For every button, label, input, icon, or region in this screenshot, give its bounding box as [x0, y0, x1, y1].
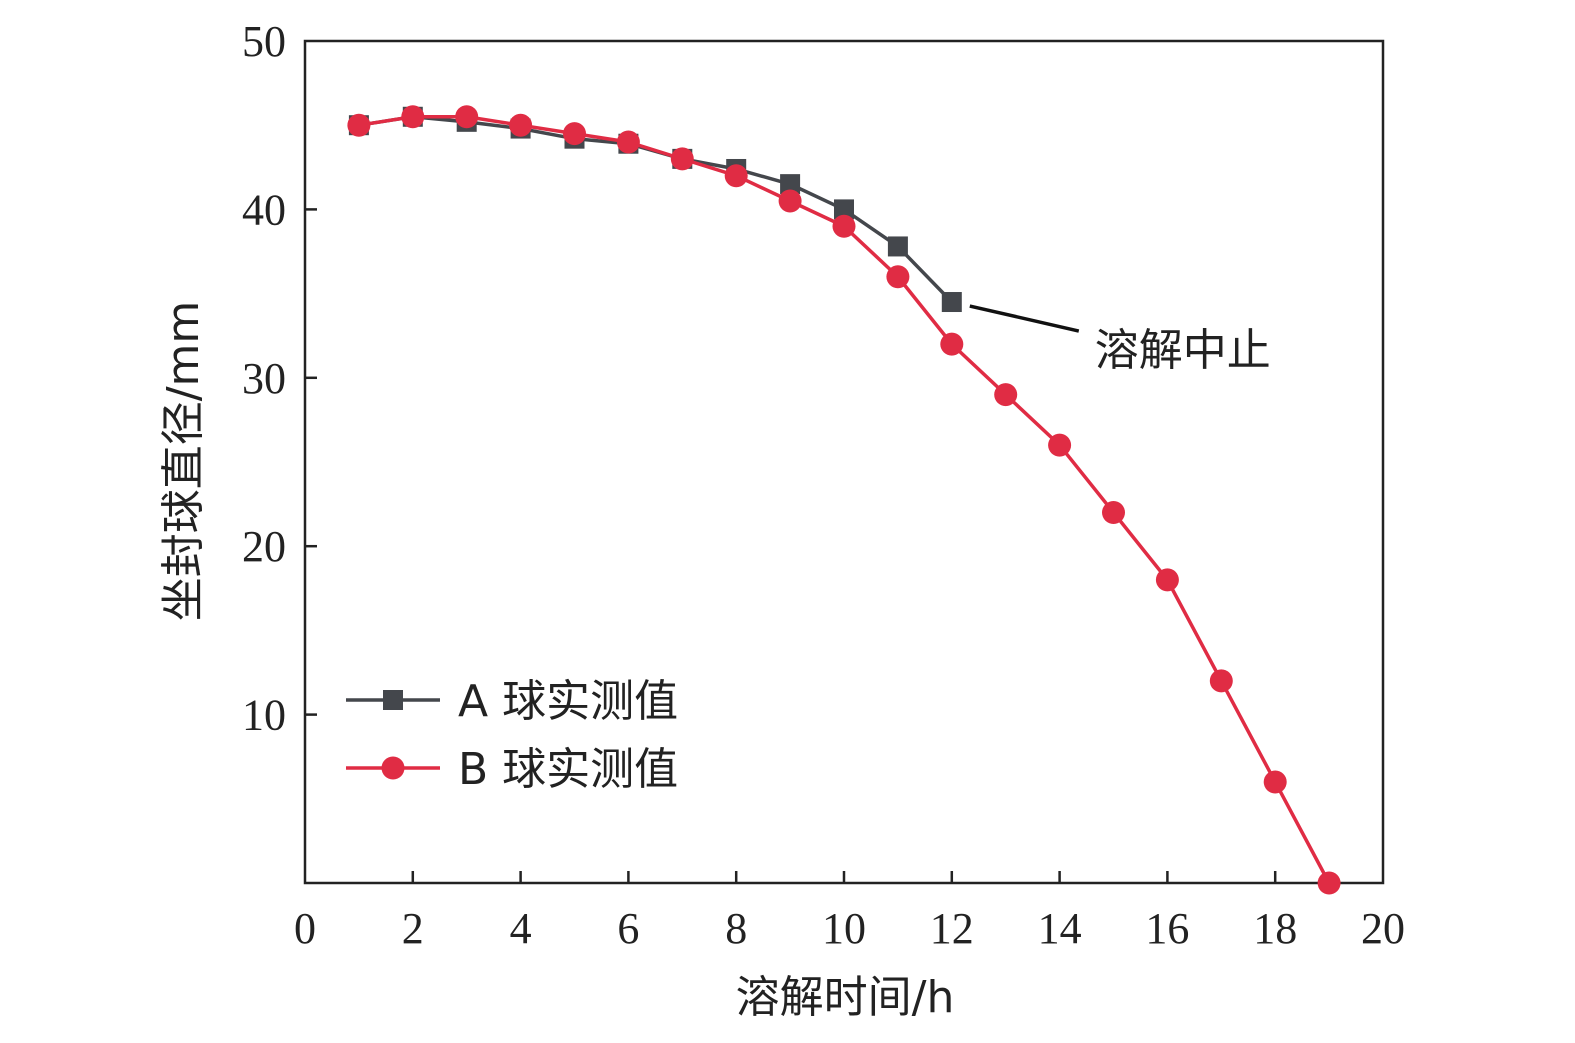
x-tick-label: 14 — [1038, 904, 1082, 953]
x-tick-label: 0 — [294, 904, 316, 953]
x-tick-label: 12 — [930, 904, 974, 953]
series-line-a — [358, 115, 954, 304]
legend-marker-square — [383, 690, 403, 710]
series-b-point — [1317, 871, 1341, 895]
series-a-point — [834, 199, 854, 220]
y-tick-label: 30 — [242, 354, 286, 403]
series-b-point — [994, 383, 1018, 407]
x-tick-label: 10 — [822, 904, 866, 953]
legend-label: B 球实测值 — [458, 744, 678, 795]
series-b-point — [832, 214, 856, 238]
legend-label: A 球实测值 — [458, 676, 678, 727]
x-tick-label: 2 — [402, 904, 424, 953]
series-b-point — [724, 164, 748, 188]
annotation-leader-line — [969, 304, 1080, 333]
series-a-point — [941, 292, 962, 313]
legend-marker-circle — [381, 756, 405, 780]
series-b-point — [1209, 669, 1233, 693]
series-b-point — [670, 147, 694, 171]
series-b-point — [940, 332, 964, 356]
y-tick-label: 10 — [242, 691, 286, 740]
series-b-point — [1263, 770, 1287, 794]
series-a-point — [887, 236, 908, 257]
series-b-point — [563, 122, 586, 146]
series-b-point — [1155, 568, 1179, 592]
series-b-point — [347, 113, 371, 137]
series-b-point — [1048, 433, 1072, 457]
y-tick-label: 40 — [242, 185, 286, 234]
x-tick-label: 18 — [1253, 904, 1297, 953]
y-axis-title: 坐封球直径/mm — [158, 301, 209, 622]
y-tick-label: 50 — [242, 17, 286, 66]
series-b-point — [455, 105, 479, 129]
x-tick-label: 8 — [725, 904, 747, 953]
series-a-point — [780, 174, 801, 195]
series-b-point — [1102, 501, 1125, 525]
series-b-point — [616, 130, 640, 154]
x-tick-label: 20 — [1361, 904, 1405, 953]
series-b-point — [778, 189, 802, 213]
series-b-point — [509, 113, 533, 137]
plot-area: 0 2 4 6 8 10 12 14 16 18 20 10 20 30 40 50 溶解中止 A 球实测值 B 球… — [242, 17, 1405, 953]
annotation-label: 溶解中止 — [1095, 325, 1271, 376]
series-b-point — [886, 265, 910, 289]
y-tick-label: 20 — [242, 522, 286, 571]
x-tick-label: 4 — [510, 904, 532, 953]
x-tick-label: 6 — [617, 904, 639, 953]
x-axis-title: 溶解时间/h — [736, 972, 955, 1023]
series-b-point — [401, 105, 425, 129]
x-tick-label: 16 — [1145, 904, 1189, 953]
